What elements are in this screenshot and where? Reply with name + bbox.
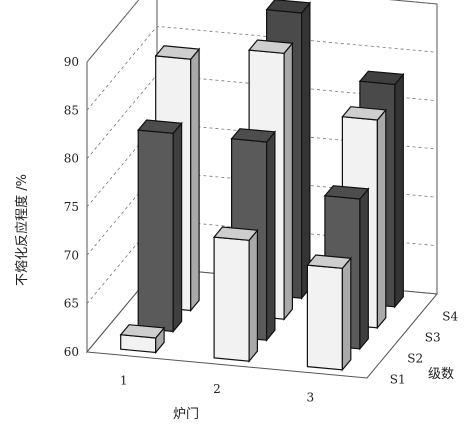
depth-tick-label: S1 xyxy=(390,373,406,387)
x-axis-title: 炉门 xyxy=(173,407,199,422)
y-axis-title: 不熔化反应程度 /% xyxy=(14,174,30,286)
bar-2-S3-top xyxy=(247,39,294,54)
y-tick-label: 85 xyxy=(64,103,79,117)
y-tick-label: 60 xyxy=(64,345,79,359)
bar-2-S3-side xyxy=(283,41,293,321)
bar-1-S2-front xyxy=(137,129,174,333)
bar-2-S1-side xyxy=(248,228,258,363)
bar-1-S2-top xyxy=(137,119,183,134)
depth-tick-label: S4 xyxy=(442,310,458,324)
bar-3-S1-top xyxy=(306,254,352,269)
x-tick-label: 2 xyxy=(213,382,221,396)
depth-tick-label: S3 xyxy=(425,331,441,345)
bar-1-S3-side xyxy=(190,47,200,313)
x-tick-label: 1 xyxy=(120,373,128,387)
bar-2-S1-top xyxy=(212,226,259,241)
bar-3-S4-side xyxy=(394,72,404,309)
bar-3-S3-top xyxy=(341,106,387,121)
bar-1-S2-side xyxy=(172,121,183,334)
bar-2-S4-top xyxy=(265,0,312,14)
gridline-90 xyxy=(86,0,438,63)
y-tick-label: 65 xyxy=(64,297,79,311)
y-tick-label: 80 xyxy=(64,152,79,166)
bar-3-S1-side xyxy=(341,256,352,372)
bar-2-S4-side xyxy=(301,1,311,300)
bar-3-S1-front xyxy=(306,264,343,371)
gridline-85 xyxy=(86,25,438,111)
bar-1-S1-top xyxy=(119,324,166,339)
x-tick-label: 3 xyxy=(307,391,315,405)
bar-3-S2-top xyxy=(323,185,370,200)
bar-3-S2-side xyxy=(359,187,369,351)
y-tick-label: 70 xyxy=(64,248,79,262)
bar-3-S3-side xyxy=(376,108,387,330)
bar-1-S3-top xyxy=(154,45,201,60)
y-tick-label: 75 xyxy=(64,200,79,214)
y-tick-label: 90 xyxy=(64,55,79,69)
depth-axis-title: 级数 xyxy=(428,367,454,382)
depth-tick-label: S2 xyxy=(407,352,423,366)
bar-2-S1-front xyxy=(213,236,250,362)
bar-2-S2-side xyxy=(266,130,276,342)
bar-2-S2-top xyxy=(230,128,277,143)
bar-3-S4-top xyxy=(358,70,405,86)
